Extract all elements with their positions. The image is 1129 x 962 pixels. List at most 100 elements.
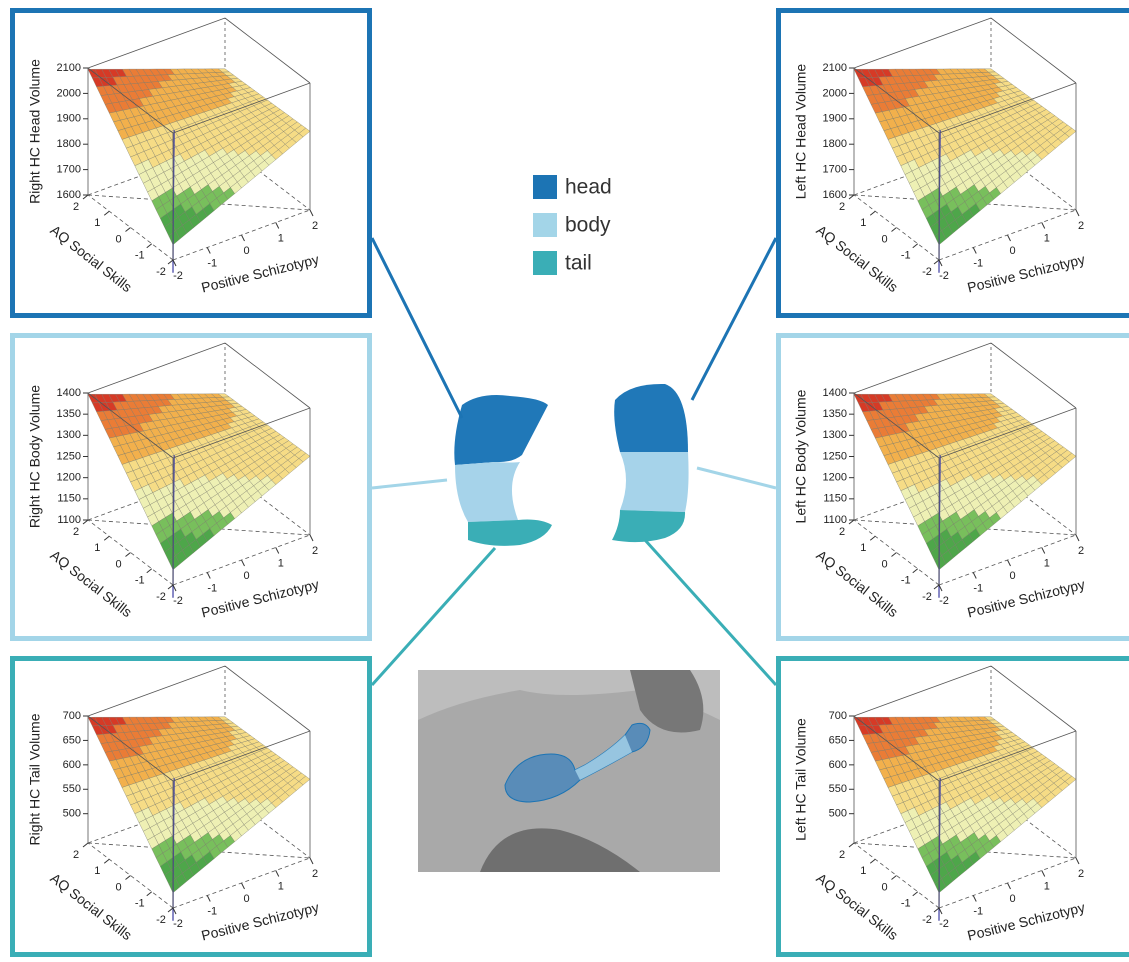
y-tick-label: 1 — [94, 865, 100, 877]
y-tick-label: 2 — [839, 526, 845, 538]
z-tick-label: 1300 — [823, 429, 847, 441]
x-tick-label: -2 — [173, 595, 183, 607]
z-tick-label: 2100 — [57, 62, 81, 74]
x-tick-label: 1 — [1044, 232, 1050, 244]
z-tick-label: 2000 — [823, 87, 847, 99]
z-tick-label: 2100 — [823, 62, 847, 74]
y-tick-label: 0 — [881, 881, 887, 893]
y-tick-label: -1 — [901, 575, 911, 587]
z-tick-label: 600 — [829, 759, 847, 771]
z-tick-label: 1600 — [57, 189, 81, 201]
y-tick-label: 2 — [839, 201, 845, 213]
z-tick-label: 550 — [63, 783, 81, 795]
y-tick-label: 0 — [881, 233, 887, 245]
z-tick-label: 1800 — [57, 138, 81, 150]
z-tick-label: 1700 — [57, 164, 81, 176]
z-tick-label: 1250 — [57, 450, 81, 462]
x-tick-label: 1 — [1044, 557, 1050, 569]
y-tick-label: -2 — [922, 591, 932, 603]
legend-swatch — [533, 175, 557, 199]
x-tick-label: -2 — [173, 918, 183, 930]
x-tick-label: 2 — [312, 868, 318, 880]
y-tick-label: -2 — [156, 266, 166, 278]
z-tick-label: 1200 — [823, 472, 847, 484]
y-tick-label: -2 — [156, 914, 166, 926]
z-tick-label: 1400 — [57, 387, 81, 399]
x-tick-label: -1 — [973, 582, 983, 594]
z-axis-label: Left HC Head Volume — [793, 64, 809, 200]
z-axis-label: Right HC Body Volume — [27, 385, 43, 528]
x-tick-label: 2 — [1078, 220, 1084, 232]
y-tick-label: 1 — [94, 542, 100, 554]
z-tick-label: 700 — [63, 710, 81, 722]
z-tick-label: 1350 — [823, 408, 847, 420]
y-tick-label: 0 — [115, 233, 121, 245]
y-tick-label: -1 — [135, 898, 145, 910]
x-tick-label: 2 — [312, 220, 318, 232]
x-tick-label: 1 — [1044, 880, 1050, 892]
legend-label: body — [565, 214, 611, 237]
y-tick-label: 2 — [73, 849, 79, 861]
connector — [697, 468, 776, 488]
z-tick-label: 1350 — [57, 408, 81, 420]
x-tick-label: -1 — [207, 905, 217, 917]
y-tick-label: 0 — [881, 558, 887, 570]
z-tick-label: 500 — [829, 808, 847, 820]
mri-slice — [418, 670, 720, 872]
z-tick-label: 1150 — [823, 493, 847, 505]
y-tick-label: -2 — [922, 266, 932, 278]
legend-label: tail — [565, 252, 592, 275]
panel: 1100115012001250130013501400-2-1012-2-10… — [13, 336, 370, 639]
x-tick-label: -2 — [939, 918, 949, 930]
z-tick-label: 600 — [63, 759, 81, 771]
hippocampus-left — [454, 395, 552, 546]
x-tick-label: 1 — [278, 232, 284, 244]
x-tick-label: -1 — [207, 582, 217, 594]
y-tick-label: 1 — [860, 217, 866, 229]
panel: 1100115012001250130013501400-2-1012-2-10… — [779, 336, 1129, 639]
connector — [372, 238, 462, 418]
z-tick-label: 1250 — [823, 450, 847, 462]
y-tick-label: -1 — [135, 250, 145, 262]
y-tick-label: 1 — [94, 217, 100, 229]
legend-swatch — [533, 251, 557, 275]
y-tick-label: 2 — [73, 201, 79, 213]
hippocampus-right — [612, 384, 689, 542]
y-tick-label: 1 — [860, 542, 866, 554]
x-tick-label: 0 — [1009, 570, 1015, 582]
z-tick-label: 1900 — [57, 113, 81, 125]
panel: 160017001800190020002100-2-1012-2-1012Le… — [779, 11, 1129, 316]
x-tick-label: 0 — [1009, 893, 1015, 905]
y-tick-label: -2 — [922, 914, 932, 926]
z-tick-label: 650 — [63, 734, 81, 746]
x-tick-label: 0 — [243, 570, 249, 582]
z-tick-label: 1900 — [823, 113, 847, 125]
legend-label: head — [565, 176, 612, 199]
z-tick-label: 1300 — [57, 429, 81, 441]
y-tick-label: -1 — [135, 575, 145, 587]
x-tick-label: -2 — [173, 270, 183, 282]
connector — [692, 238, 776, 400]
x-tick-label: 1 — [278, 880, 284, 892]
x-tick-label: -1 — [973, 257, 983, 269]
legend-swatch — [533, 213, 557, 237]
x-tick-label: 2 — [312, 545, 318, 557]
z-tick-label: 700 — [829, 710, 847, 722]
y-tick-label: -2 — [156, 591, 166, 603]
z-tick-label: 1400 — [823, 387, 847, 399]
y-tick-label: 2 — [73, 526, 79, 538]
figure: headbodytail160017001800190020002100-2-1… — [0, 0, 1129, 962]
z-axis-label: Left HC Tail Volume — [793, 718, 809, 841]
z-tick-label: 1700 — [823, 164, 847, 176]
y-tick-label: 0 — [115, 558, 121, 570]
connector — [372, 548, 495, 685]
x-tick-label: -1 — [207, 257, 217, 269]
x-tick-label: 2 — [1078, 545, 1084, 557]
y-tick-label: 1 — [860, 865, 866, 877]
z-tick-label: 1200 — [57, 472, 81, 484]
z-axis-label: Right HC Head Volume — [27, 59, 43, 204]
y-tick-label: 2 — [839, 849, 845, 861]
y-tick-label: -1 — [901, 898, 911, 910]
z-tick-label: 2000 — [57, 87, 81, 99]
x-tick-label: -1 — [973, 905, 983, 917]
